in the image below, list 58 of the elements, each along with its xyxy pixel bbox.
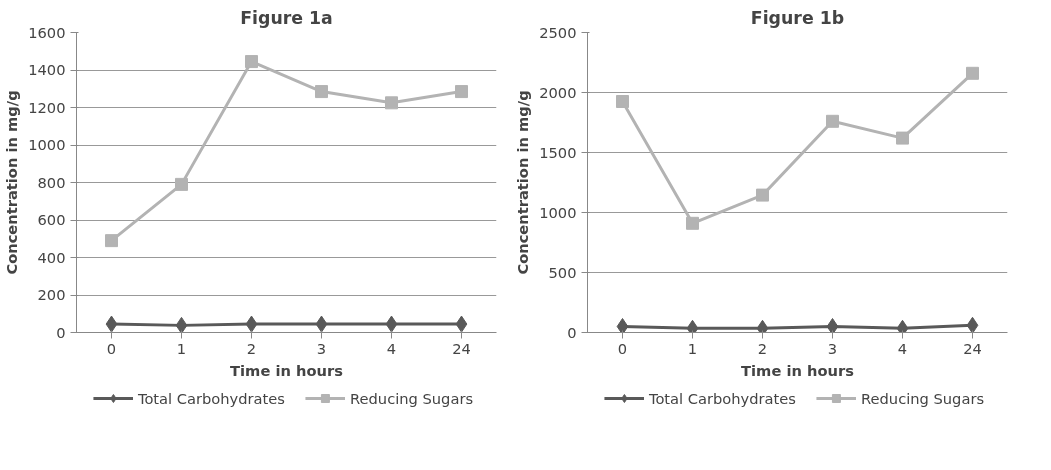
x-tick-label: 1 [176, 339, 187, 357]
y-tick-label: 2000 [539, 83, 577, 101]
point [966, 66, 979, 80]
point [896, 131, 909, 145]
y-tick-label: 800 [37, 173, 66, 191]
x-tick-label: 0 [106, 339, 117, 357]
point [385, 315, 398, 333]
y-tick-label: 1400 [28, 61, 66, 78]
point [686, 216, 699, 230]
x-axis-title: Time in hours [230, 361, 344, 379]
chart-title: Figure 1b [750, 7, 845, 28]
x-tick-label: 2 [246, 339, 257, 357]
x-tick-label: 24 [963, 339, 982, 357]
x-tick-label: 4 [897, 339, 908, 357]
point [756, 188, 769, 202]
y-tick-label: 400 [37, 248, 66, 266]
legend-label: Reducing Sugars [861, 389, 985, 407]
point [105, 234, 118, 248]
y-tick-label: 1000 [28, 136, 66, 153]
point [315, 315, 328, 333]
y-axis-title: Concentration in mg/g [3, 90, 21, 275]
y-tick-label: 200 [37, 286, 66, 303]
x-tick-label: 0 [617, 339, 628, 357]
point [966, 316, 979, 333]
y-tick-label: 1000 [539, 203, 577, 221]
legend-label: Total Carbohydrates [137, 389, 286, 407]
point [175, 177, 188, 191]
point [175, 316, 188, 333]
y-axis-title: Concentration in mg/g [514, 90, 532, 275]
chart-title: Figure 1a [240, 7, 333, 28]
point [245, 55, 258, 69]
point [826, 318, 839, 333]
point [385, 96, 398, 110]
y-tick-label: 0 [56, 323, 66, 341]
x-tick-label: 1 [687, 339, 698, 357]
y-tick-label: 1600 [28, 23, 66, 41]
y-tick-label: 2500 [539, 23, 577, 41]
x-tick-label: 2 [757, 339, 768, 357]
x-tick-label: 24 [452, 339, 471, 357]
point [455, 315, 468, 333]
y-tick-label: 1200 [28, 98, 66, 116]
point [616, 318, 629, 333]
point [315, 85, 328, 99]
x-tick-label: 3 [827, 339, 838, 357]
point [245, 315, 258, 333]
point [616, 95, 629, 108]
y-tick-label: 500 [548, 263, 577, 281]
point [105, 315, 118, 333]
x-axis-title: Time in hours [741, 361, 855, 379]
point [826, 114, 839, 128]
point [455, 85, 468, 99]
x-tick-label: 4 [386, 339, 397, 357]
x-tick-label: 3 [316, 339, 327, 357]
legend-label: Total Carbohydrates [648, 389, 797, 407]
legend-label: Reducing Sugars [350, 389, 474, 407]
y-tick-label: 600 [37, 211, 66, 228]
y-tick-label: 1500 [539, 143, 577, 161]
y-tick-label: 0 [567, 323, 577, 341]
